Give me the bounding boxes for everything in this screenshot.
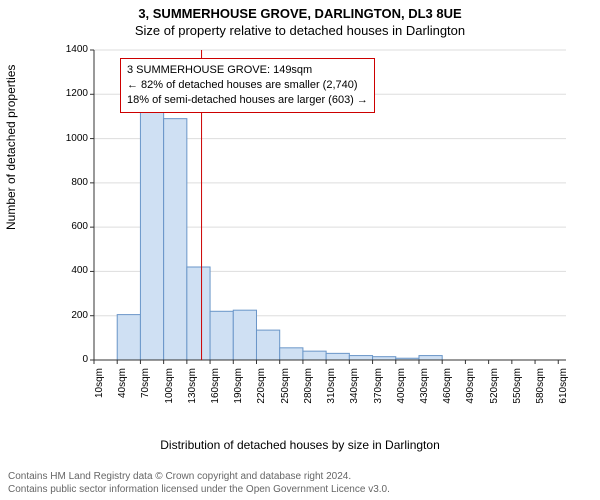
- y-tick-label: 600: [56, 221, 88, 232]
- x-tick-label: 40sqm: [117, 368, 128, 428]
- x-tick-label: 130sqm: [187, 368, 198, 428]
- x-tick-label: 430sqm: [419, 368, 430, 428]
- annotation-line: 3 SUMMERHOUSE GROVE: 149sqm: [127, 63, 368, 78]
- x-tick-label: 280sqm: [303, 368, 314, 428]
- footer-line-2: Contains public sector information licen…: [8, 483, 390, 496]
- page-subtitle: Size of property relative to detached ho…: [0, 21, 600, 38]
- y-tick-label: 1400: [56, 44, 88, 55]
- x-tick-label: 70sqm: [140, 368, 151, 428]
- x-tick-label: 370sqm: [373, 368, 384, 428]
- x-tick-label: 160sqm: [210, 368, 221, 428]
- x-tick-label: 340sqm: [349, 368, 360, 428]
- x-tick-label: 550sqm: [512, 368, 523, 428]
- y-tick-label: 1000: [56, 133, 88, 144]
- y-axis-label: Number of detached properties: [4, 65, 18, 230]
- x-tick-label: 250sqm: [280, 368, 291, 428]
- x-tick-label: 460sqm: [442, 368, 453, 428]
- x-tick-label: 310sqm: [326, 368, 337, 428]
- x-tick-label: 100sqm: [164, 368, 175, 428]
- footer-attribution: Contains HM Land Registry data © Crown c…: [8, 470, 390, 496]
- chart-area: 10sqm40sqm70sqm100sqm130sqm160sqm190sqm2…: [60, 44, 570, 414]
- x-tick-label: 190sqm: [233, 368, 244, 428]
- x-tick-label: 610sqm: [558, 368, 569, 428]
- x-tick-label: 10sqm: [94, 368, 105, 428]
- x-tick-label: 220sqm: [256, 368, 267, 428]
- annotation-line: 18% of semi-detached houses are larger (…: [127, 93, 368, 108]
- y-tick-label: 1200: [56, 88, 88, 99]
- page-title: 3, SUMMERHOUSE GROVE, DARLINGTON, DL3 8U…: [0, 0, 600, 21]
- footer-line-1: Contains HM Land Registry data © Crown c…: [8, 470, 390, 483]
- y-tick-label: 400: [56, 265, 88, 276]
- x-axis-label: Distribution of detached houses by size …: [0, 438, 600, 452]
- x-tick-label: 400sqm: [396, 368, 407, 428]
- annotation-line: ← 82% of detached houses are smaller (2,…: [127, 78, 368, 93]
- x-tick-label: 490sqm: [465, 368, 476, 428]
- x-tick-label: 520sqm: [489, 368, 500, 428]
- y-tick-label: 800: [56, 177, 88, 188]
- x-tick-label: 580sqm: [535, 368, 546, 428]
- y-tick-label: 0: [56, 354, 88, 365]
- annotation-box: 3 SUMMERHOUSE GROVE: 149sqm← 82% of deta…: [120, 58, 375, 113]
- y-tick-label: 200: [56, 310, 88, 321]
